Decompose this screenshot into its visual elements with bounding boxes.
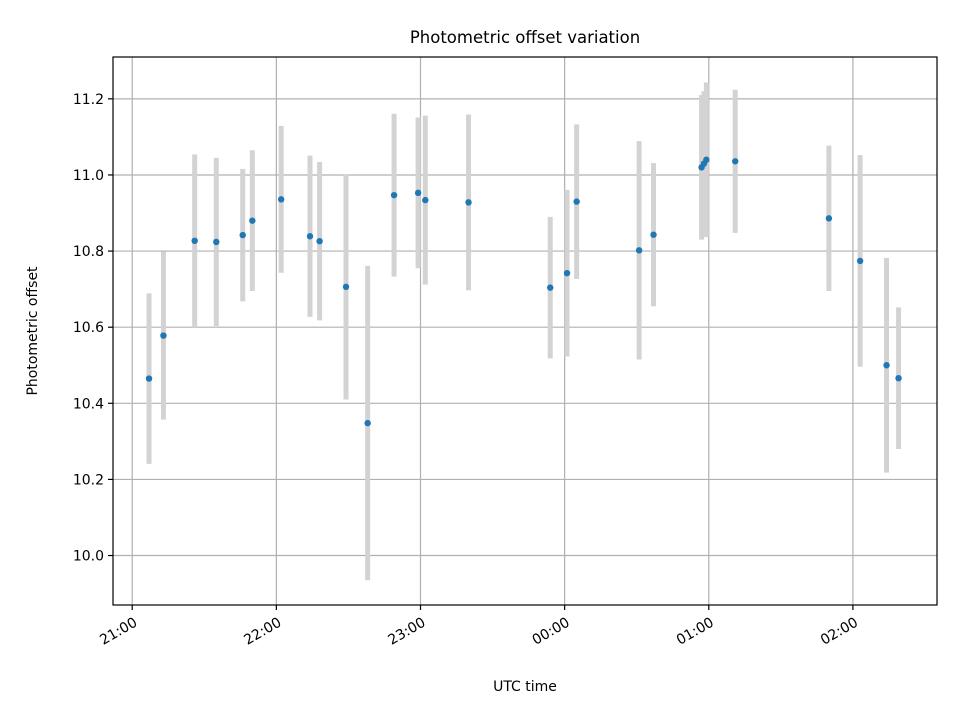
- y-axis-label: Photometric offset: [25, 266, 41, 396]
- data-point: [703, 156, 710, 163]
- data-point: [306, 233, 314, 240]
- data-point: [145, 375, 153, 382]
- data-point: [635, 247, 643, 254]
- data-point: [239, 231, 246, 239]
- y-tick-label: 10.0: [73, 549, 104, 565]
- data-point: [650, 231, 657, 238]
- data-point: [364, 419, 371, 427]
- data-points: [145, 156, 902, 427]
- data-point: [422, 196, 429, 204]
- data-point: [316, 237, 323, 245]
- data-point: [883, 362, 890, 369]
- data-point: [160, 332, 167, 339]
- data-point: [547, 284, 554, 291]
- data-point: [342, 283, 350, 291]
- data-point: [732, 158, 739, 165]
- axis-ticks: [108, 98, 854, 610]
- data-point: [856, 257, 864, 265]
- data-point: [825, 215, 833, 222]
- data-point: [390, 191, 398, 199]
- data-point: [573, 198, 580, 205]
- data-point: [895, 374, 902, 382]
- data-point: [249, 217, 256, 224]
- y-tick-label: 10.8: [73, 244, 104, 260]
- y-tick-label: 10.4: [73, 396, 104, 412]
- data-point: [191, 237, 198, 245]
- data-point: [213, 238, 220, 246]
- data-point: [414, 189, 422, 197]
- y-tick-label: 11.2: [73, 92, 104, 108]
- data-point: [465, 199, 472, 206]
- data-point: [563, 269, 571, 277]
- x-axis-label: UTC time: [493, 679, 557, 695]
- chart-title: Photometric offset variation: [410, 28, 640, 47]
- y-tick-label: 10.2: [73, 472, 104, 488]
- plot-frame: [112, 56, 938, 606]
- y-tick-label: 10.6: [73, 320, 104, 336]
- data-point: [277, 196, 285, 203]
- y-tick-label: 11.0: [73, 168, 104, 184]
